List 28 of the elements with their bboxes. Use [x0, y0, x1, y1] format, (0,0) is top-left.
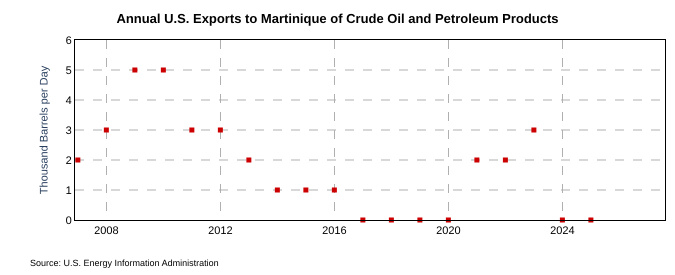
y-tick-label: 0	[66, 214, 72, 227]
y-tick-label: 2	[66, 154, 72, 167]
y-tick-label: 4	[66, 94, 72, 107]
x-tick-label: 2024	[550, 225, 575, 238]
point	[274, 188, 280, 192]
x-tick-label: 2012	[208, 225, 233, 238]
point	[218, 128, 223, 132]
point	[531, 128, 536, 132]
point	[332, 188, 337, 192]
point	[189, 128, 194, 132]
source-note: Source: U.S. Energy Information Administration	[30, 258, 219, 268]
x-tick-label: 2008	[94, 225, 119, 238]
point	[132, 68, 138, 72]
point	[75, 158, 80, 162]
y-tick-label: 5	[66, 64, 72, 77]
point	[303, 188, 308, 192]
point	[246, 158, 252, 162]
point	[474, 158, 480, 162]
point	[160, 68, 166, 72]
y-tick-label: 3	[66, 124, 72, 137]
point	[104, 128, 109, 132]
x-tick-label: 2016	[322, 225, 347, 238]
y-tick-label: 1	[66, 184, 72, 197]
y-axis-title: Thousand Barrels per Day	[38, 65, 50, 194]
x-tick-label: 2020	[436, 225, 461, 238]
chart-title: Annual U.S. Exports to Martinique of Crude Oil and Petroleum Products	[116, 10, 559, 26]
y-tick-label: 6	[66, 34, 72, 47]
point	[502, 158, 508, 162]
